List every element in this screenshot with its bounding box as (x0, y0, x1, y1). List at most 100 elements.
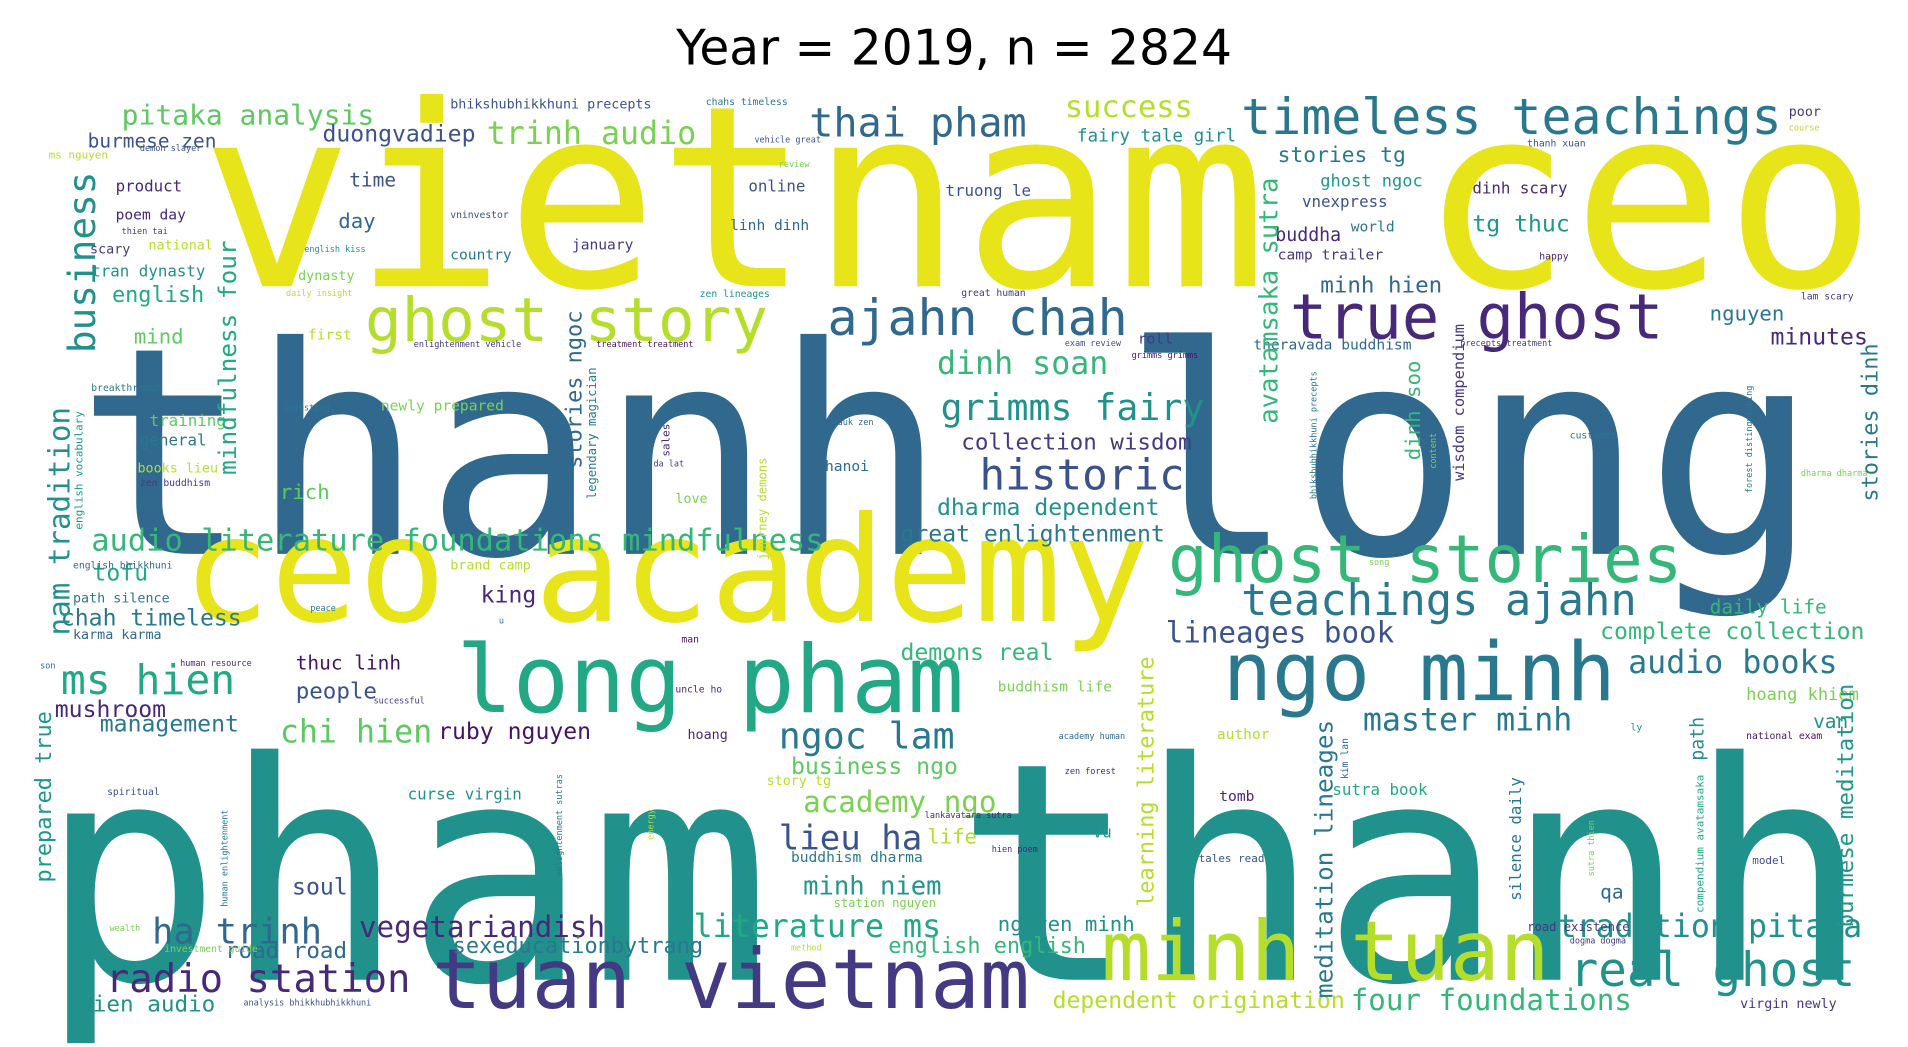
word: mushroom (55, 697, 166, 723)
word: journey demons (756, 458, 770, 560)
word: daily life (1710, 596, 1827, 619)
word: dogma dogma (1570, 936, 1626, 946)
word: ajahn chah (827, 289, 1127, 347)
word: english (112, 283, 204, 308)
word: successful (374, 697, 425, 707)
word: ngoc lam (779, 715, 955, 758)
word: path (1688, 717, 1709, 761)
word: linh dinh (730, 217, 809, 234)
word: silence daily (1506, 777, 1525, 901)
word: dinh scary (1472, 179, 1567, 198)
word: books lieu (138, 461, 219, 476)
word: stories ngoc (563, 311, 588, 469)
word: country (450, 246, 512, 263)
word: peace (310, 604, 336, 614)
word: kim lan (1340, 738, 1351, 779)
word: nguyen minh (998, 912, 1135, 936)
word: stories dinh (1859, 343, 1884, 501)
word: collection wisdom (961, 429, 1191, 455)
word: lam scary (1801, 292, 1854, 303)
word: burmese meditation (1833, 684, 1859, 928)
word: duongvadiep (322, 121, 475, 147)
word: minh tuan (1101, 903, 1549, 1000)
word: people (296, 679, 377, 705)
word: thuc linh (296, 652, 401, 675)
word: newly prepared (381, 397, 504, 414)
word: demon slayer (140, 144, 201, 154)
word: ghost story (365, 286, 768, 356)
word: pham thanh (39, 698, 1870, 1047)
word: investment guide (164, 944, 258, 955)
word: english kiss (304, 245, 365, 255)
word: forest distinguishing (1745, 386, 1755, 493)
word: wealth (110, 924, 141, 934)
word: audio literature foundations mindfulness (91, 523, 823, 558)
word: stories tg (1278, 143, 1406, 168)
word: virgin newly (1740, 997, 1837, 1012)
word: path silence (73, 592, 170, 607)
word: real ghost (1570, 943, 1856, 998)
word: ruby nguyen (438, 719, 591, 745)
word: online (748, 176, 805, 195)
word: ghost stories (1168, 522, 1682, 598)
word: teachings ajahn (1241, 575, 1637, 626)
word: training (150, 411, 226, 430)
word: master minh (1363, 702, 1572, 738)
word: u (499, 616, 504, 626)
word: english english (888, 934, 1086, 959)
word: method (791, 944, 822, 954)
word: theravada buddhism (1253, 336, 1411, 353)
word: general (140, 431, 207, 450)
word: long pham (456, 626, 964, 735)
word: timeless teachings (1241, 88, 1782, 146)
word: wisdom compendium (1450, 324, 1468, 481)
word: vninvestor (450, 210, 509, 221)
word: tales read (1199, 852, 1265, 865)
word: man (681, 635, 699, 646)
word: business (60, 171, 104, 353)
word: hanoi (825, 458, 869, 475)
word: tradition pitaka (1558, 909, 1863, 945)
word: dinh soan (937, 346, 1108, 382)
word: enlightenment vehicle (414, 340, 521, 350)
word: hien audio (79, 991, 215, 1017)
word: road existence (1527, 920, 1629, 934)
word: content (1429, 433, 1439, 469)
word: english vocabulary (73, 411, 86, 530)
word: national (148, 239, 212, 254)
word: national exam (1746, 731, 1822, 742)
word: lineages book (1166, 616, 1395, 650)
word: january (572, 237, 634, 254)
word: literature ms (694, 909, 942, 945)
word: vu (1093, 822, 1112, 841)
word: minutes (1770, 325, 1867, 351)
chart-title: Year = 2019, n = 2824 (675, 20, 1232, 76)
word: chahs timeless (706, 97, 788, 108)
word: sales (659, 424, 672, 457)
word: nguyen (1710, 301, 1785, 325)
word: vehicle great (754, 136, 821, 146)
word: sutra thien (1587, 820, 1597, 876)
word: tomb (1219, 788, 1254, 805)
word: radio station (106, 957, 411, 1002)
word: nam tradition (42, 407, 76, 635)
word: audio books (1628, 645, 1837, 681)
word: complete collection (1600, 619, 1864, 645)
word: chah timeless (61, 606, 242, 632)
word: ms nguyen (49, 148, 108, 161)
word: lieu ha (779, 819, 923, 859)
word: avatamsaka sutra (1255, 178, 1285, 424)
word: trinh audio (487, 116, 696, 152)
word: camp trailer (1278, 246, 1384, 263)
word: ghost ngoc (1320, 171, 1422, 191)
word: legendary magician (585, 367, 599, 499)
word: life (927, 825, 977, 849)
word: minh hien (1320, 272, 1442, 298)
word: dynasty (298, 269, 354, 284)
word: grimms fairy (941, 386, 1205, 429)
word: lankavatara sutra (925, 811, 1012, 821)
word: dharma dharma (1801, 469, 1868, 479)
word: day (338, 209, 375, 233)
word: great enlightenment (900, 522, 1164, 548)
